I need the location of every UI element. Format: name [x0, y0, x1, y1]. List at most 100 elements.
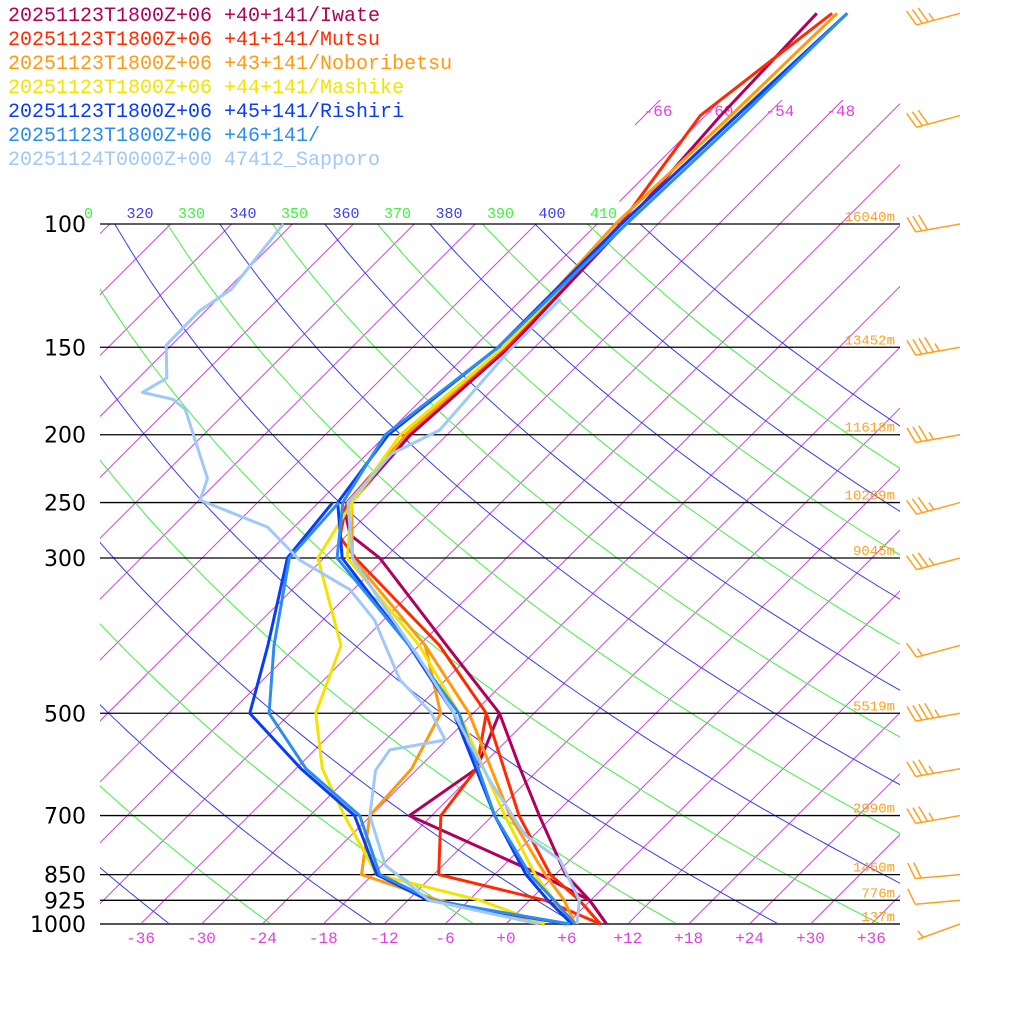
dewpoint-profile	[248, 501, 568, 926]
pressure-label: 850	[44, 864, 86, 889]
temperature-tick-label: -18	[309, 930, 338, 948]
wind-barb-staff	[916, 501, 961, 515]
isotherm-line	[140, 100, 900, 924]
wind-barb-flag	[918, 337, 929, 354]
wind-barb-flag	[907, 888, 916, 905]
theta-label: 400	[538, 206, 565, 223]
wind-barb-flag	[918, 759, 929, 775]
dry-adiabat-line	[534, 224, 900, 512]
pressure-label: 150	[44, 336, 86, 361]
height-label: 1460m	[853, 861, 895, 877]
theta-label: 410	[590, 206, 617, 223]
temperature-tick-label: +24	[735, 930, 764, 948]
wind-barb-flag	[924, 336, 935, 353]
wind-barb-flag	[911, 9, 923, 24]
dewpoint-profile	[140, 223, 540, 926]
height-label: 137m	[861, 910, 895, 926]
temperature-tick-label: -6	[435, 930, 454, 948]
pressure-label: 1000	[30, 913, 86, 938]
wind-barb-staff	[915, 223, 961, 233]
wind-barb-staff	[915, 346, 961, 356]
temperature-tick-label: +12	[613, 930, 642, 948]
pressure-label: 925	[44, 889, 86, 914]
wind-barb-flag	[911, 111, 923, 127]
isotherm-line	[0, 13, 77, 924]
wind-barb-flag	[907, 862, 916, 879]
wind-barb-flag	[905, 642, 918, 658]
wind-barb-half	[916, 648, 923, 656]
dry-adiabat-line	[166, 224, 900, 834]
temperature-tick-label: +0	[496, 930, 515, 948]
wind-barb-flag	[917, 552, 929, 567]
wind-barb-flag	[911, 553, 923, 569]
temperature-profile	[336, 12, 849, 926]
wind-barb-flag	[912, 338, 923, 355]
wind-barb-flag	[906, 706, 917, 722]
isotherm-label: -54	[765, 103, 794, 121]
height-label: 11618m	[845, 421, 895, 437]
legend-entry: 20251124T0000Z+00 47412_Sapporo	[8, 149, 381, 172]
temperature-profile	[345, 12, 849, 925]
height-label: 776m	[861, 886, 895, 902]
theta-label: 380	[435, 206, 462, 223]
isobars	[100, 223, 900, 925]
temperature-tick-label: +36	[857, 930, 886, 948]
height-label: 13452m	[845, 333, 895, 349]
isotherm-line	[749, 100, 900, 924]
wind-barb-staff	[915, 899, 961, 905]
dry-adiabat-line	[114, 224, 900, 884]
wind-barb-flag	[905, 112, 918, 128]
legend-entry: 20251123T1800Z+06 +45+141/Rishiri	[8, 101, 405, 124]
wind-barb-staff	[916, 12, 961, 26]
isotherms	[0, 13, 900, 924]
theta-label: 340	[229, 206, 256, 223]
theta-label: 350	[281, 206, 308, 223]
isotherm-line	[100, 100, 626, 924]
theta-label: 370	[384, 206, 411, 223]
theta-label: 330	[178, 206, 205, 223]
wind-barb-half	[928, 502, 935, 510]
wind-barb-flag	[905, 555, 918, 571]
isotherm-line	[100, 100, 809, 924]
isotherm-line	[100, 100, 869, 924]
wind-barb-flag	[918, 425, 929, 441]
isotherm-line	[871, 100, 900, 924]
wind-barb-half	[928, 12, 935, 21]
height-label: 10209m	[845, 489, 895, 505]
wind-barb-flag	[912, 704, 923, 721]
wind-barb-flag	[912, 807, 923, 823]
isotherm-line	[383, 100, 900, 924]
wind-barb-half	[934, 709, 940, 718]
isotherm-line	[0, 13, 16, 924]
wind-barb-half	[928, 812, 935, 821]
temperature-tick-label: -24	[248, 930, 277, 948]
isotherm-line	[100, 100, 139, 924]
isotherm-line	[100, 100, 504, 924]
wind-barb-flag	[911, 498, 923, 514]
legend-entry: 20251123T1800Z+06 +41+141/Mutsu	[8, 29, 381, 52]
legend-entry: 20251123T1800Z+06 +44+141/Mashike	[8, 77, 405, 100]
theta-label: 360	[332, 206, 359, 223]
wind-barb-flag	[906, 216, 917, 233]
dry-adiabat-line	[587, 224, 900, 469]
isotherm-line	[100, 100, 687, 924]
dry-adiabat-line	[219, 224, 900, 786]
height-label: 16040m	[845, 210, 895, 226]
isotherm-line	[100, 100, 200, 924]
wind-barb-half	[928, 431, 935, 440]
temperature-profile	[343, 12, 818, 925]
legend-entry: 20251123T1800Z+06 +43+141/Noboribetsu	[8, 53, 453, 76]
pressure-label: 700	[44, 805, 86, 830]
isotherm-line	[627, 100, 900, 924]
isotherm-line	[688, 100, 900, 924]
isotherm-label: -48	[826, 103, 855, 121]
wind-barb-half	[928, 557, 935, 566]
isotherm-line	[566, 100, 900, 924]
wind-barb-staff	[916, 644, 961, 658]
axis-labels: 100 16040m 150 13452m 200 11618m 250 10209m 300 9…	[30, 103, 895, 948]
pressure-label: 300	[44, 547, 86, 572]
temperature-tick-label: -30	[187, 930, 216, 948]
wind-barb-flag	[912, 426, 923, 442]
wind-barb-flag	[917, 496, 929, 512]
